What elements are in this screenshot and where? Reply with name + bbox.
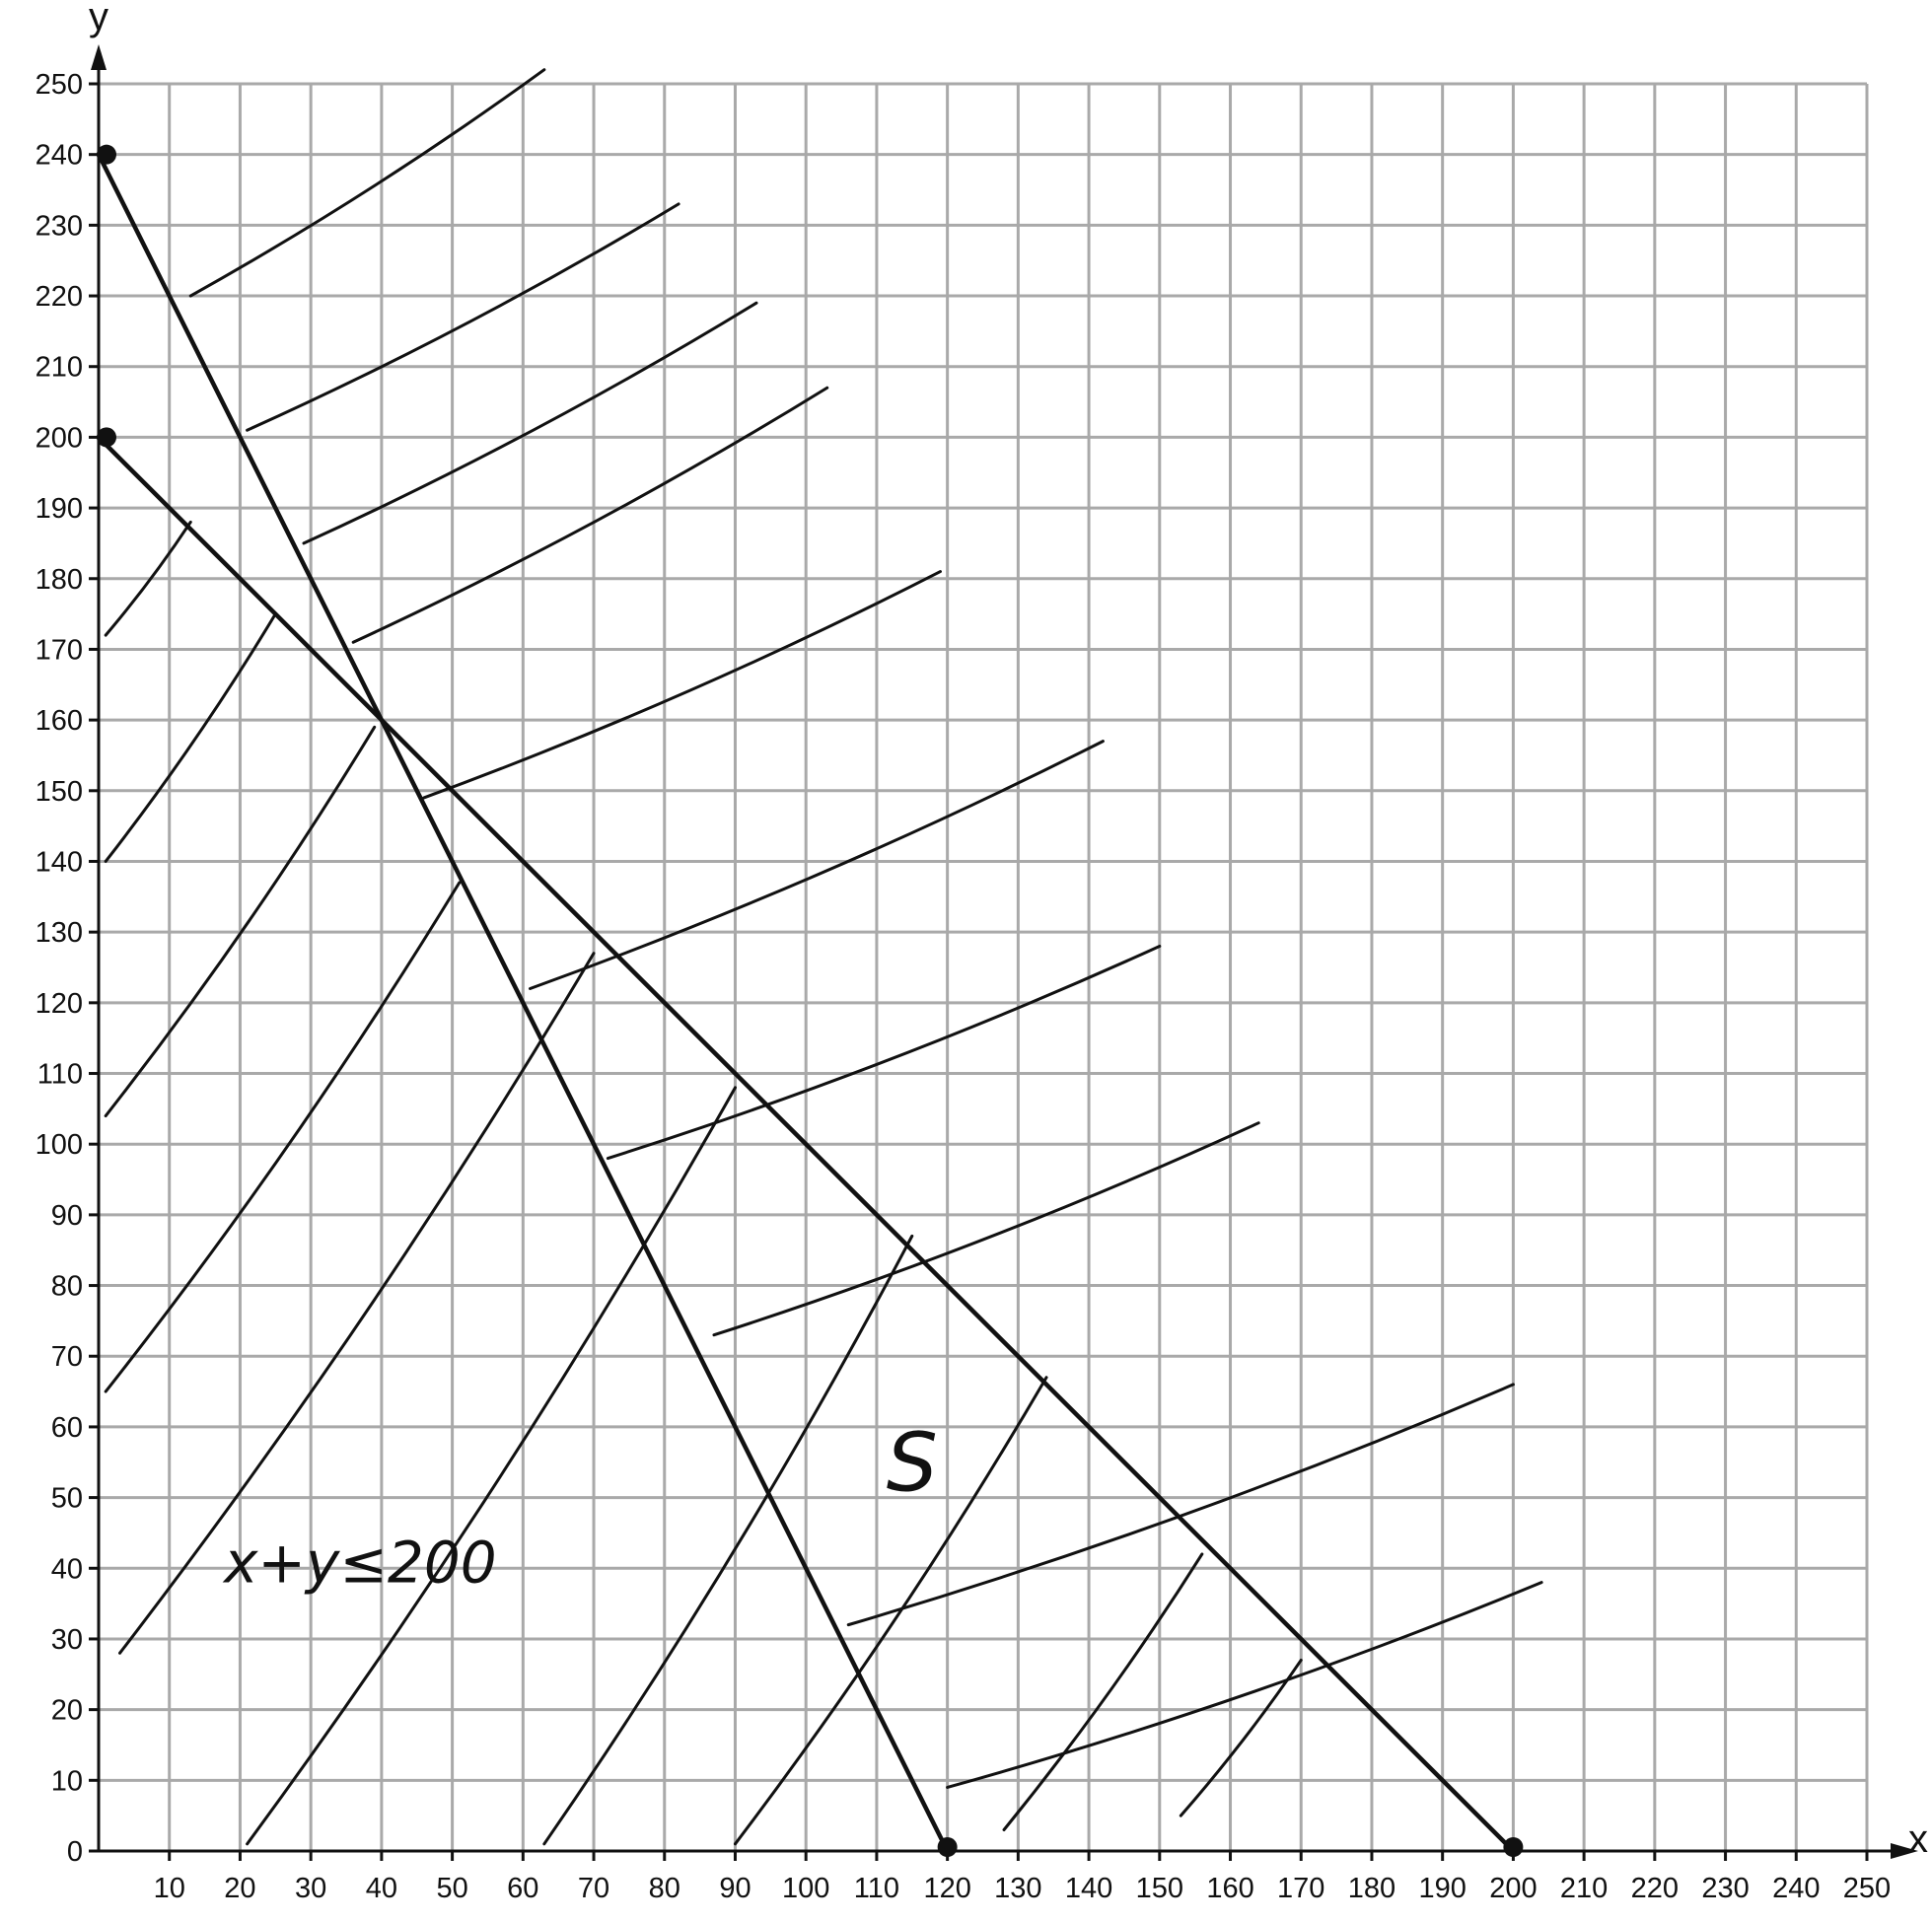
x-tick-label: 120 bbox=[923, 1873, 970, 1904]
x-tick-label: 220 bbox=[1631, 1873, 1679, 1904]
x-tick-label: 80 bbox=[649, 1873, 680, 1904]
x-axis-arrow bbox=[1891, 1843, 1918, 1859]
shading-strokes bbox=[104, 68, 1543, 1846]
y-tick-label: 100 bbox=[36, 1129, 83, 1161]
y-tick-label: 110 bbox=[37, 1059, 83, 1091]
y-axis-label: y bbox=[89, 0, 108, 38]
x-tick-label: 190 bbox=[1418, 1873, 1466, 1904]
intercept-point bbox=[97, 144, 116, 165]
shading-stroke bbox=[946, 1581, 1543, 1789]
grid bbox=[99, 82, 1869, 1851]
intercept-points bbox=[97, 144, 1524, 1857]
x-tick-label: 160 bbox=[1206, 1873, 1253, 1904]
y-tick-labels: 0 10 20 30 40 50 60 70 80 90 100 110 120 130 140 150 160… bbox=[36, 69, 99, 1868]
x-tick-label: 90 bbox=[719, 1873, 751, 1904]
shading-stroke bbox=[104, 612, 277, 863]
x-tick-label: 30 bbox=[295, 1873, 326, 1904]
shading-stroke bbox=[606, 944, 1162, 1161]
y-tick-label: 170 bbox=[36, 634, 83, 666]
shading-stroke bbox=[1179, 1658, 1303, 1817]
x-tick-label: 150 bbox=[1136, 1873, 1183, 1904]
x-tick-label: 130 bbox=[994, 1873, 1041, 1904]
y-tick-label: 240 bbox=[36, 140, 83, 172]
x-axis-label: x bbox=[1908, 1817, 1928, 1861]
y-tick-label: 90 bbox=[51, 1200, 83, 1232]
x-tick-label: 110 bbox=[854, 1873, 899, 1904]
x-tick-label: 170 bbox=[1277, 1873, 1324, 1904]
shading-stroke bbox=[846, 1383, 1515, 1627]
x-tick-label: 250 bbox=[1843, 1873, 1891, 1904]
y-tick-label: 220 bbox=[36, 281, 83, 313]
y-tick-label: 190 bbox=[36, 493, 83, 525]
x-tick-label: 20 bbox=[224, 1873, 255, 1904]
axes bbox=[91, 44, 1918, 1859]
x-tick-label: 140 bbox=[1065, 1873, 1112, 1904]
intercept-point bbox=[937, 1837, 958, 1857]
x-tick-label: 60 bbox=[507, 1873, 538, 1904]
y-tick-label: 30 bbox=[51, 1624, 83, 1656]
x-tick-label: 200 bbox=[1489, 1873, 1537, 1904]
y-tick-label: 50 bbox=[51, 1483, 83, 1515]
shading-stroke bbox=[712, 1121, 1260, 1337]
x-tick-label: 210 bbox=[1560, 1873, 1608, 1904]
y-tick-label: 150 bbox=[36, 776, 83, 808]
x-tick-labels: 10 20 30 40 50 60 70 80 90 100 110 120 130 140 150 160 1… bbox=[154, 1851, 1891, 1904]
shading-stroke bbox=[118, 952, 596, 1655]
shading-stroke bbox=[302, 301, 758, 545]
x-tick-label: 180 bbox=[1348, 1873, 1395, 1904]
shading-stroke bbox=[351, 386, 829, 644]
y-tick-label: 200 bbox=[36, 422, 83, 454]
y-tick-label: 120 bbox=[36, 988, 83, 1020]
annotations: x+y≤200 S bbox=[222, 1416, 938, 1596]
x-tick-label: 230 bbox=[1701, 1873, 1749, 1904]
region-label: S bbox=[887, 1416, 938, 1510]
y-tick-label: 70 bbox=[51, 1341, 83, 1373]
y-tick-label: 60 bbox=[51, 1412, 83, 1444]
x-tick-label: 100 bbox=[782, 1873, 829, 1904]
y-tick-label: 250 bbox=[36, 69, 83, 101]
shading-stroke bbox=[104, 725, 377, 1118]
y-axis-arrow bbox=[91, 44, 107, 70]
y-tick-label: 80 bbox=[51, 1271, 83, 1303]
y-tick-label: 20 bbox=[51, 1695, 83, 1727]
shading-stroke bbox=[733, 1376, 1048, 1846]
y-tick-label: 130 bbox=[36, 917, 83, 949]
boundary-line bbox=[96, 435, 1516, 1854]
shading-stroke bbox=[104, 881, 462, 1393]
y-tick-label: 40 bbox=[51, 1553, 83, 1585]
y-tick-label: 10 bbox=[51, 1765, 83, 1797]
boundary-lines bbox=[96, 152, 1516, 1854]
y-tick-label: 0 bbox=[67, 1836, 83, 1868]
x-tick-label: 50 bbox=[436, 1873, 467, 1904]
x-tick-label: 10 bbox=[154, 1873, 185, 1904]
x-tick-label: 40 bbox=[366, 1873, 397, 1904]
intercept-point bbox=[1503, 1837, 1524, 1857]
shading-stroke bbox=[246, 1086, 737, 1846]
x-tick-label: 70 bbox=[578, 1873, 609, 1904]
y-tick-label: 210 bbox=[36, 352, 83, 384]
y-tick-label: 180 bbox=[36, 564, 83, 596]
shading-stroke bbox=[1002, 1552, 1204, 1831]
y-tick-label: 160 bbox=[36, 705, 83, 737]
shading-stroke bbox=[528, 740, 1105, 990]
shading-stroke bbox=[188, 68, 546, 298]
intercept-point bbox=[97, 427, 116, 448]
y-tick-label: 140 bbox=[36, 846, 83, 878]
shading-stroke bbox=[104, 520, 192, 637]
x-tick-label: 240 bbox=[1772, 1873, 1820, 1904]
shading-stroke bbox=[246, 202, 680, 432]
boundary-line bbox=[96, 152, 950, 1854]
shading-stroke bbox=[422, 570, 942, 800]
inequality-label: x+y≤200 bbox=[222, 1530, 497, 1597]
shading-stroke bbox=[542, 1234, 914, 1846]
y-tick-label: 230 bbox=[36, 210, 83, 242]
